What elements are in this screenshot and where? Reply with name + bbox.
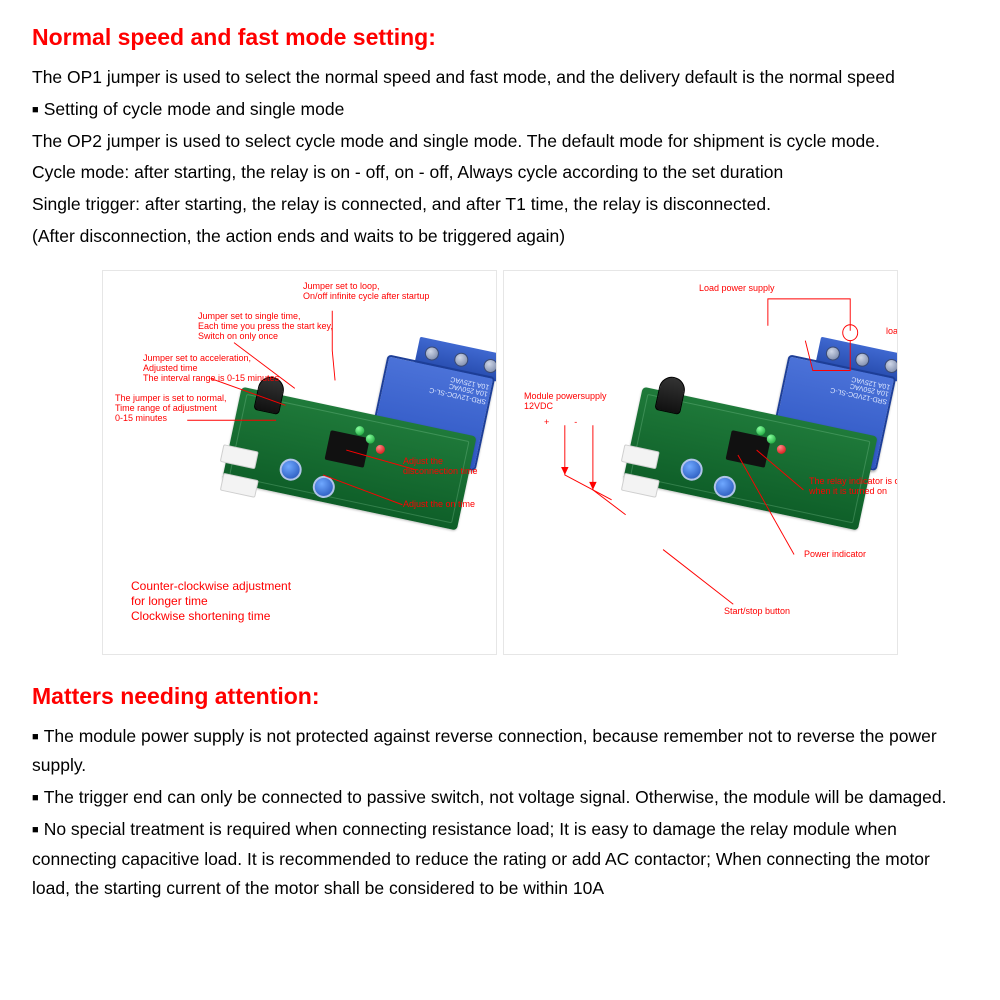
ann-normal: The jumper is set to normal, Time range … [115,393,227,424]
ann-load: load [886,326,898,336]
ann-disc: Adjust the disconnection time [403,456,478,477]
para-op2: The OP2 jumper is used to select cycle m… [32,127,968,157]
heading-mode-setting: Normal speed and fast mode setting: [32,18,968,57]
ann-loop: Jumper set to loop, On/off infinite cycl… [303,281,429,302]
ann-on: Adjust the on time [403,499,475,509]
attention-b1: The module power supply is not protected… [32,722,968,782]
para-op1: The OP1 jumper is used to select the nor… [32,63,968,93]
attention-b2: The trigger end can only be connected to… [32,783,968,813]
ann-relay-indicator: The relay indicator is on when it is tur… [809,476,898,497]
para-cycle-mode: Cycle mode: after starting, the relay is… [32,158,968,188]
diagram-row: SRD-12VDC-SL-C10A 250VAC10A 125VAC [102,270,898,655]
ann-single: Jumper set to single time, Each time you… [198,311,333,342]
plus-minus: + - [544,417,577,427]
ann-start-stop: Start/stop button [724,606,790,616]
para-after-disc: (After disconnection, the action ends an… [32,222,968,252]
heading-attention: Matters needing attention: [32,677,968,716]
big-note-ccw: Counter-clockwise adjustment for longer … [131,579,291,624]
diagram-panel-left: SRD-12VDC-SL-C10A 250VAC10A 125VAC [102,270,497,655]
ann-module-ps: Module powersupply 12VDC [524,391,607,412]
ann-power-indicator: Power indicator [804,549,866,559]
para-single-trigger: Single trigger: after starting, the rela… [32,190,968,220]
para-cycle-single-heading: Setting of cycle mode and single mode [32,95,968,125]
leader-lines [504,271,897,654]
diagram-panel-right: SRD-12VDC-SL-C10A 250VAC10A 125VAC [503,270,898,655]
attention-b3: No special treatment is required when co… [32,815,968,904]
ann-load-ps: Load power supply [699,283,775,293]
ann-accel: Jumper set to acceleration, Adjusted tim… [143,353,279,384]
